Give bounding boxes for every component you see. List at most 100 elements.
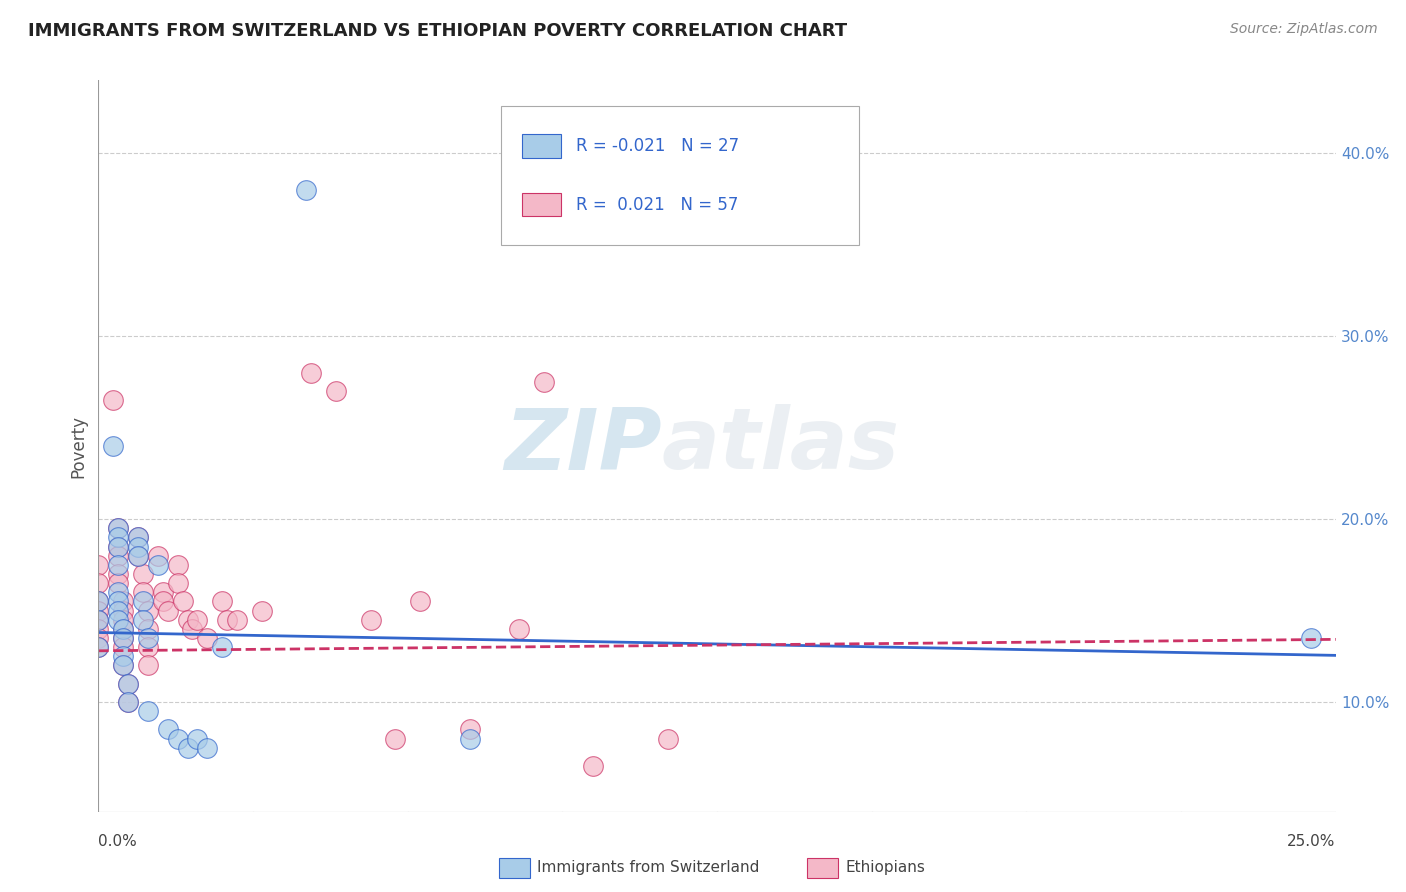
Point [112, 603, 135, 617]
FancyBboxPatch shape [522, 135, 561, 158]
Point [166, 576, 188, 591]
Point [87, 613, 110, 627]
Point [211, 640, 233, 655]
Point [136, 704, 159, 718]
Point [136, 640, 159, 655]
Point [112, 613, 135, 627]
Point [112, 594, 135, 608]
Point [132, 594, 155, 608]
Text: 25.0%: 25.0% [1288, 834, 1336, 848]
Point [132, 585, 155, 599]
Point [152, 585, 174, 599]
Text: ZIP: ZIP [503, 404, 661, 488]
Point [295, 183, 318, 197]
Point [107, 613, 129, 627]
Point [132, 567, 155, 582]
Point [176, 613, 198, 627]
Point [127, 540, 149, 554]
Point [217, 613, 239, 627]
Point [211, 594, 233, 608]
Y-axis label: Poverty: Poverty [69, 415, 87, 477]
Point [112, 631, 135, 645]
Point [181, 622, 204, 636]
Text: R =  0.021   N = 57: R = 0.021 N = 57 [576, 195, 738, 213]
Point [186, 613, 208, 627]
Point [107, 576, 129, 591]
Point [409, 594, 432, 608]
FancyBboxPatch shape [522, 193, 561, 217]
Text: Ethiopians: Ethiopians [845, 860, 925, 874]
Point [87, 640, 110, 655]
Point [107, 540, 129, 554]
Text: Source: ZipAtlas.com: Source: ZipAtlas.com [1230, 22, 1378, 37]
Point [87, 603, 110, 617]
Point [107, 594, 129, 608]
Point [325, 384, 347, 398]
Point [152, 594, 174, 608]
Point [195, 631, 218, 645]
Point [458, 731, 481, 746]
Point [112, 622, 135, 636]
Point [1299, 631, 1322, 645]
FancyBboxPatch shape [501, 106, 859, 245]
Point [117, 676, 139, 690]
Point [112, 631, 135, 645]
Point [156, 723, 179, 737]
Point [87, 594, 110, 608]
Point [226, 613, 249, 627]
Point [112, 649, 135, 664]
Point [176, 740, 198, 755]
Point [87, 594, 110, 608]
Point [127, 549, 149, 563]
Point [112, 640, 135, 655]
Point [112, 658, 135, 673]
Point [117, 695, 139, 709]
Point [136, 631, 159, 645]
Point [127, 530, 149, 544]
Point [107, 567, 129, 582]
Point [107, 558, 129, 572]
Point [508, 622, 530, 636]
Point [107, 521, 129, 535]
Point [87, 631, 110, 645]
Point [166, 558, 188, 572]
Point [195, 740, 218, 755]
Point [533, 375, 555, 389]
Text: IMMIGRANTS FROM SWITZERLAND VS ETHIOPIAN POVERTY CORRELATION CHART: IMMIGRANTS FROM SWITZERLAND VS ETHIOPIAN… [28, 22, 848, 40]
Point [107, 585, 129, 599]
Text: atlas: atlas [661, 404, 900, 488]
Point [250, 603, 273, 617]
Point [166, 731, 188, 746]
Point [107, 549, 129, 563]
Point [117, 676, 139, 690]
Point [87, 613, 110, 627]
Point [117, 695, 139, 709]
Point [136, 603, 159, 617]
Point [582, 759, 605, 773]
Point [87, 640, 110, 655]
Point [112, 658, 135, 673]
Text: R = -0.021   N = 27: R = -0.021 N = 27 [576, 137, 740, 155]
Point [360, 613, 382, 627]
Point [136, 622, 159, 636]
Point [156, 603, 179, 617]
Point [87, 622, 110, 636]
Point [146, 558, 169, 572]
Point [87, 576, 110, 591]
Point [107, 540, 129, 554]
Point [107, 521, 129, 535]
Point [107, 530, 129, 544]
Point [132, 613, 155, 627]
Point [172, 594, 194, 608]
Point [127, 549, 149, 563]
Point [458, 723, 481, 737]
Text: Immigrants from Switzerland: Immigrants from Switzerland [537, 860, 759, 874]
Text: 0.0%: 0.0% [98, 834, 138, 848]
Point [657, 731, 679, 746]
Point [146, 549, 169, 563]
Point [186, 731, 208, 746]
Point [136, 658, 159, 673]
Point [127, 530, 149, 544]
Point [87, 558, 110, 572]
Point [107, 603, 129, 617]
